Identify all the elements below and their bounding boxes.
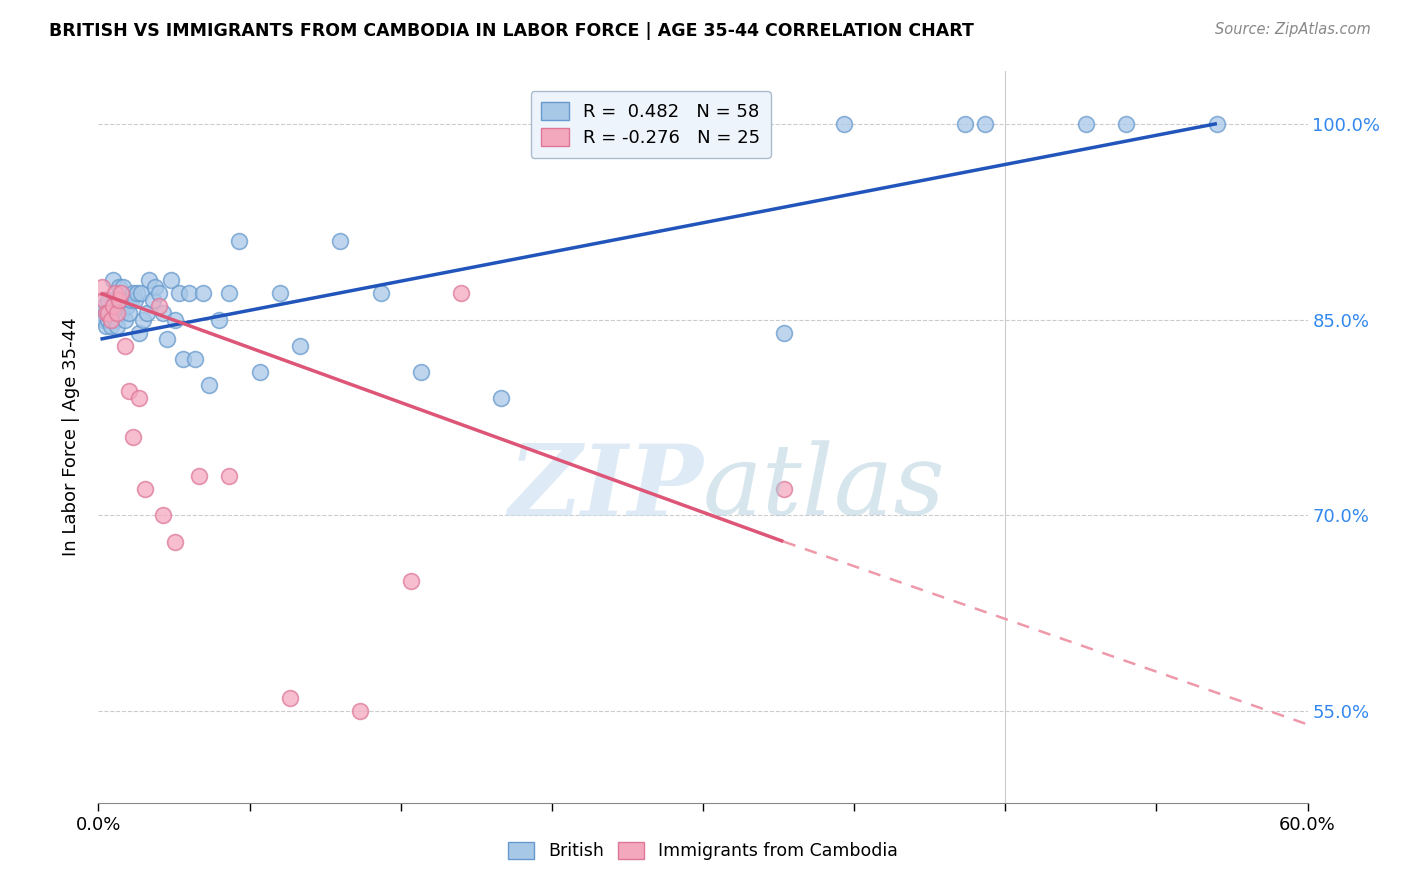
Point — [115, 300, 138, 314]
Point — [832, 117, 855, 131]
Point — [100, 319, 122, 334]
Point — [93, 300, 115, 314]
Point — [93, 293, 115, 307]
Point — [128, 391, 150, 405]
Point — [111, 280, 134, 294]
Point — [329, 234, 352, 248]
Point — [97, 293, 120, 307]
Y-axis label: In Labor Force | Age 35-44: In Labor Force | Age 35-44 — [62, 318, 80, 557]
Point — [491, 391, 513, 405]
Point — [409, 365, 432, 379]
Point — [110, 306, 132, 320]
Point — [156, 332, 179, 346]
Point — [105, 319, 128, 334]
Point — [110, 286, 132, 301]
Point — [152, 306, 174, 320]
Point — [97, 306, 120, 320]
Point — [138, 273, 160, 287]
Point — [118, 384, 141, 399]
Point — [163, 312, 186, 326]
Text: Source: ZipAtlas.com: Source: ZipAtlas.com — [1215, 22, 1371, 37]
Point — [188, 469, 211, 483]
Point — [97, 312, 120, 326]
Point — [148, 286, 170, 301]
Point — [129, 286, 152, 301]
Point — [101, 306, 124, 320]
Point — [974, 117, 997, 131]
Point — [103, 293, 125, 307]
Point — [193, 286, 215, 301]
Point — [772, 326, 794, 340]
Point — [450, 286, 472, 301]
Point — [953, 117, 976, 131]
Point — [172, 351, 194, 366]
Point — [135, 306, 157, 320]
Point — [91, 306, 114, 320]
Legend: British, Immigrants from Cambodia: British, Immigrants from Cambodia — [502, 835, 904, 867]
Point — [96, 319, 118, 334]
Point — [114, 339, 136, 353]
Point — [167, 286, 190, 301]
Point — [124, 293, 146, 307]
Point — [134, 483, 156, 497]
Point — [125, 286, 148, 301]
Point — [107, 306, 129, 320]
Point — [218, 286, 240, 301]
Point — [179, 286, 201, 301]
Point — [228, 234, 250, 248]
Point — [118, 306, 141, 320]
Point — [163, 534, 186, 549]
Point — [121, 430, 143, 444]
Point — [128, 326, 150, 340]
Point — [198, 377, 221, 392]
Point — [120, 293, 142, 307]
Point — [184, 351, 207, 366]
Point — [160, 273, 183, 287]
Point — [142, 293, 165, 307]
Point — [100, 312, 122, 326]
Point — [349, 705, 371, 719]
Point — [103, 312, 125, 326]
Point — [218, 469, 240, 483]
Text: atlas: atlas — [703, 441, 946, 536]
Point — [208, 312, 231, 326]
Point — [1074, 117, 1097, 131]
Point — [249, 365, 271, 379]
Text: BRITISH VS IMMIGRANTS FROM CAMBODIA IN LABOR FORCE | AGE 35-44 CORRELATION CHART: BRITISH VS IMMIGRANTS FROM CAMBODIA IN L… — [49, 22, 974, 40]
Point — [107, 293, 129, 307]
Point — [148, 300, 170, 314]
Point — [93, 312, 115, 326]
Point — [152, 508, 174, 523]
Point — [114, 312, 136, 326]
Point — [91, 280, 114, 294]
Point — [121, 286, 143, 301]
Point — [103, 286, 125, 301]
Point — [1206, 117, 1229, 131]
Point — [269, 286, 291, 301]
Point — [370, 286, 392, 301]
Point — [143, 280, 166, 294]
Point — [399, 574, 422, 588]
Point — [105, 306, 128, 320]
Point — [101, 300, 124, 314]
Point — [132, 312, 155, 326]
Point — [772, 483, 794, 497]
Point — [278, 691, 301, 706]
Point — [288, 339, 311, 353]
Point — [96, 306, 118, 320]
Point — [101, 273, 124, 287]
Point — [107, 280, 129, 294]
Point — [1115, 117, 1137, 131]
Text: ZIP: ZIP — [508, 440, 703, 536]
